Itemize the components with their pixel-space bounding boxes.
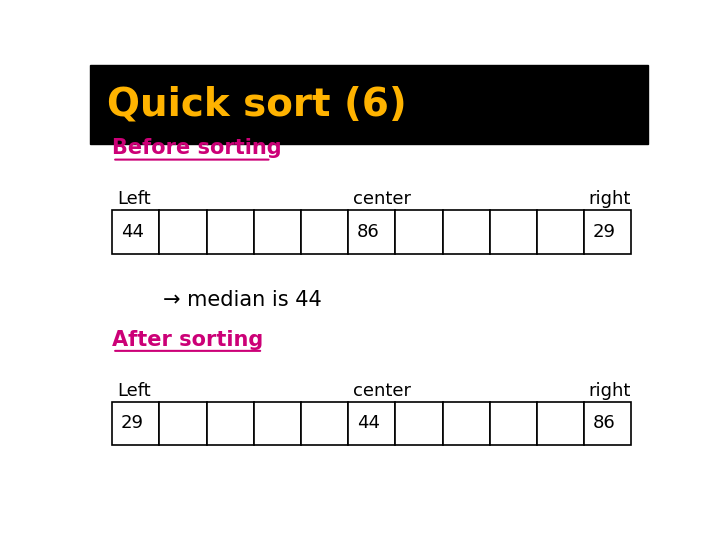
- Bar: [348, 210, 395, 254]
- Text: After sorting: After sorting: [112, 329, 264, 349]
- Text: Before sorting: Before sorting: [112, 138, 282, 158]
- Text: center: center: [353, 382, 411, 400]
- Bar: [301, 210, 348, 254]
- Bar: [112, 210, 160, 254]
- Text: 86: 86: [593, 414, 616, 433]
- Bar: [443, 402, 490, 446]
- Bar: [490, 402, 537, 446]
- Text: → median is 44: → median is 44: [163, 290, 321, 310]
- FancyBboxPatch shape: [90, 65, 648, 144]
- Bar: [112, 402, 160, 446]
- Text: Left: Left: [117, 190, 150, 208]
- Bar: [160, 210, 207, 254]
- Bar: [490, 210, 537, 254]
- Bar: [537, 210, 584, 254]
- Bar: [254, 210, 301, 254]
- Bar: [207, 402, 254, 446]
- Text: 44: 44: [121, 223, 144, 241]
- Bar: [584, 210, 631, 254]
- Bar: [395, 210, 443, 254]
- Bar: [584, 402, 631, 446]
- Bar: [254, 402, 301, 446]
- Text: right: right: [589, 190, 631, 208]
- Text: Quick sort (6): Quick sort (6): [107, 85, 407, 123]
- Bar: [207, 210, 254, 254]
- Bar: [160, 402, 207, 446]
- Text: 29: 29: [593, 223, 616, 241]
- Bar: [301, 402, 348, 446]
- Text: right: right: [589, 382, 631, 400]
- Text: 44: 44: [356, 414, 379, 433]
- Bar: [348, 402, 395, 446]
- Bar: [395, 402, 443, 446]
- Bar: [443, 210, 490, 254]
- Text: Left: Left: [117, 382, 150, 400]
- Bar: [537, 402, 584, 446]
- Text: center: center: [353, 190, 411, 208]
- Text: 86: 86: [356, 223, 379, 241]
- Text: 29: 29: [121, 414, 144, 433]
